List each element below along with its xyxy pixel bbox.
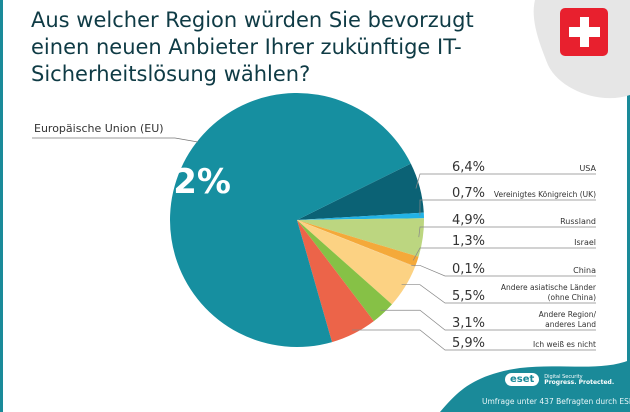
slice-label: anderes Land (545, 320, 596, 329)
slice-label: Vereinigtes Königreich (UK) (494, 190, 596, 199)
leader-line (174, 137, 199, 143)
data-label: 4,9% (452, 213, 485, 228)
data-label: 5,9% (452, 336, 485, 351)
leader-line (418, 226, 596, 238)
leader-line (401, 284, 596, 304)
data-label: 72,2% (113, 162, 231, 202)
leader-line (352, 329, 596, 351)
leader-line (419, 199, 596, 216)
slice-label: China (573, 266, 596, 275)
pie-slice (297, 220, 415, 305)
data-label: 1,3% (452, 234, 485, 249)
slice-label: Europäische Union (EU) (34, 122, 164, 135)
chart-title: Aus welcher Region würden Sie bevorzugt … (31, 8, 474, 86)
slice-label: (ohne China) (548, 293, 596, 302)
pie-slice (297, 218, 424, 257)
left-border (0, 0, 3, 412)
leader-line (412, 247, 596, 261)
data-label: 6,4% (452, 160, 485, 175)
pie-slice (297, 220, 374, 343)
slice-label: Israel (574, 238, 596, 247)
pie-slice (297, 163, 424, 220)
slice-label: Andere Region/ (539, 310, 597, 319)
slice-label: Ich weiß es nicht (533, 340, 596, 349)
footer-wave (440, 360, 630, 412)
slice-label: Russland (560, 217, 596, 226)
slice-label: USA (579, 164, 596, 173)
pie-slice (297, 220, 419, 267)
slice-label: Andere asiatische Länder (501, 283, 597, 292)
data-label: 0,7% (452, 186, 485, 201)
data-label: 0,1% (452, 262, 485, 277)
tagline: Progress. Protected. (544, 378, 615, 386)
pie-slice (297, 220, 416, 268)
pie-slice (170, 92, 411, 347)
data-label: 3,1% (452, 316, 485, 331)
right-border (627, 0, 630, 412)
pie-slice (297, 220, 392, 322)
leader-line (411, 265, 596, 277)
leader-line (415, 173, 596, 189)
leader-line (380, 309, 596, 331)
eset-logo: eset Digital Security Progress. Protected… (505, 373, 614, 386)
data-label: 5,5% (452, 289, 485, 304)
pie-slice (297, 212, 424, 220)
tagline-small: Digital Security (544, 373, 583, 380)
swiss-flag-icon (560, 8, 608, 56)
survey-note: Umfrage unter 437 Befragten durch ESET; (482, 397, 630, 406)
